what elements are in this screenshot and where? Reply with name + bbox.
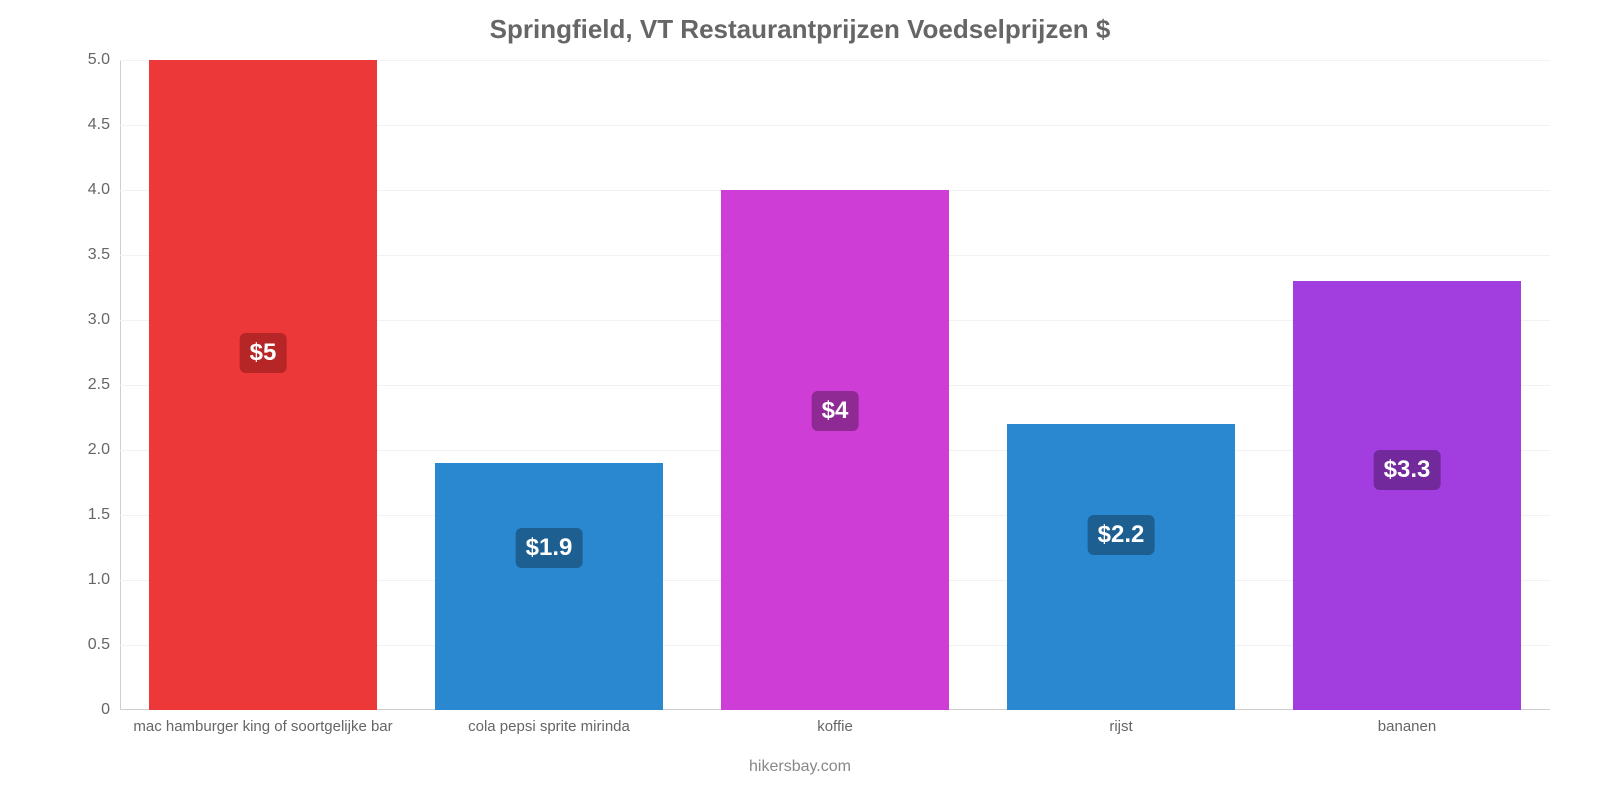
chart-footer: hikersbay.com [0, 758, 1600, 776]
bar-value-label: $4 [812, 391, 859, 431]
bar-value-label: $3.3 [1374, 450, 1441, 490]
x-tick-label: rijst [1109, 718, 1132, 735]
chart-container: Springfield, VT Restaurantprijzen Voedse… [0, 0, 1600, 800]
x-tick-label: cola pepsi sprite mirinda [468, 718, 630, 735]
y-tick-label: 1.0 [88, 571, 120, 589]
bar [149, 60, 378, 710]
y-tick-label: 3.5 [88, 246, 120, 264]
bar [1293, 281, 1522, 710]
y-tick-label: 4.0 [88, 181, 120, 199]
y-tick-label: 1.5 [88, 506, 120, 524]
y-tick-label: 4.5 [88, 116, 120, 134]
bar [721, 190, 950, 710]
y-tick-label: 2.0 [88, 441, 120, 459]
x-tick-label: mac hamburger king of soortgelijke bar [133, 718, 392, 735]
chart-title: Springfield, VT Restaurantprijzen Voedse… [0, 14, 1600, 45]
y-tick-label: 0 [101, 701, 120, 719]
plot-area: 00.51.01.52.02.53.03.54.04.55.0mac hambu… [120, 60, 1550, 710]
y-tick-label: 2.5 [88, 376, 120, 394]
bar [435, 463, 664, 710]
bar-value-label: $2.2 [1088, 515, 1155, 555]
y-tick-label: 5.0 [88, 51, 120, 69]
bar-value-label: $5 [240, 333, 287, 373]
y-tick-label: 3.0 [88, 311, 120, 329]
x-tick-label: bananen [1378, 718, 1436, 735]
bar-value-label: $1.9 [516, 528, 583, 568]
x-tick-label: koffie [817, 718, 853, 735]
y-tick-label: 0.5 [88, 636, 120, 654]
bar [1007, 424, 1236, 710]
